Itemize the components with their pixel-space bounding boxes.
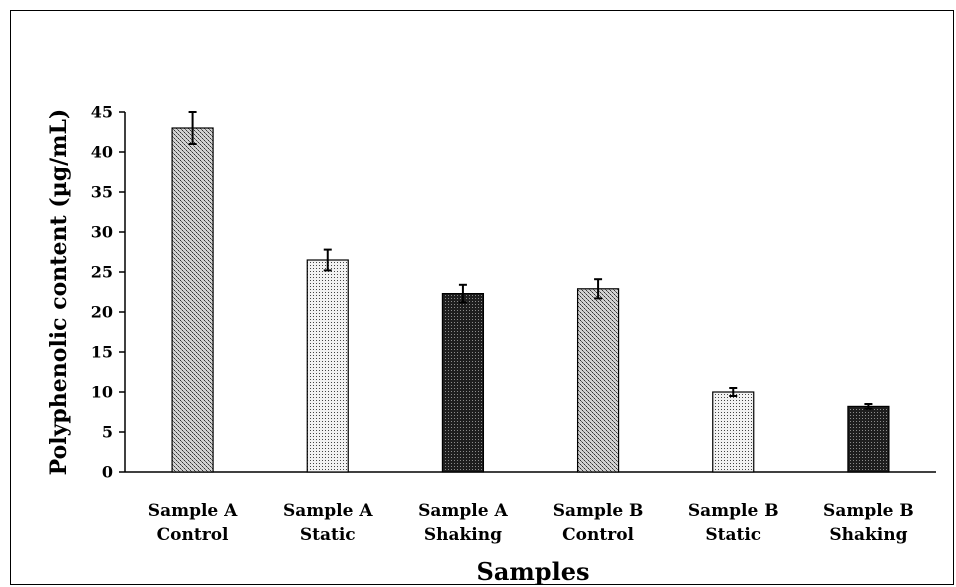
x-tick-label: Sample B Shaking bbox=[823, 501, 914, 545]
bar bbox=[441, 293, 485, 473]
x-tick-label: Sample B Control bbox=[553, 501, 644, 545]
y-tick-label: 10 bbox=[91, 383, 113, 402]
error-bar bbox=[594, 278, 603, 300]
bar bbox=[576, 288, 620, 473]
y-tick-label: 20 bbox=[91, 303, 113, 322]
y-tick-label: 45 bbox=[91, 103, 113, 122]
bar bbox=[171, 127, 214, 473]
error-bar bbox=[729, 387, 738, 397]
y-tick-label: 40 bbox=[91, 143, 113, 162]
error-bar bbox=[323, 248, 332, 272]
x-tick-label: Sample A Static bbox=[283, 501, 373, 545]
x-axis-title: Samples bbox=[477, 557, 590, 586]
y-axis-title: Polyphenolic content (µg/mL) bbox=[46, 109, 72, 476]
y-tick-label: 0 bbox=[102, 463, 113, 482]
y-tick-label: 30 bbox=[91, 223, 113, 242]
bar bbox=[712, 391, 755, 473]
y-tick-label: 35 bbox=[91, 183, 113, 202]
bar bbox=[306, 259, 349, 473]
y-tick-label: 5 bbox=[102, 423, 113, 442]
error-bar bbox=[188, 111, 197, 145]
y-tick-label: 25 bbox=[91, 263, 113, 282]
x-tick-label: Sample A Control bbox=[148, 501, 238, 545]
x-tick-label: Sample B Static bbox=[688, 501, 779, 545]
error-bar bbox=[864, 403, 873, 410]
bar bbox=[847, 405, 890, 473]
x-tick-label: Sample A Shaking bbox=[418, 501, 508, 545]
error-bar bbox=[458, 283, 467, 304]
y-tick-label: 15 bbox=[91, 343, 113, 362]
